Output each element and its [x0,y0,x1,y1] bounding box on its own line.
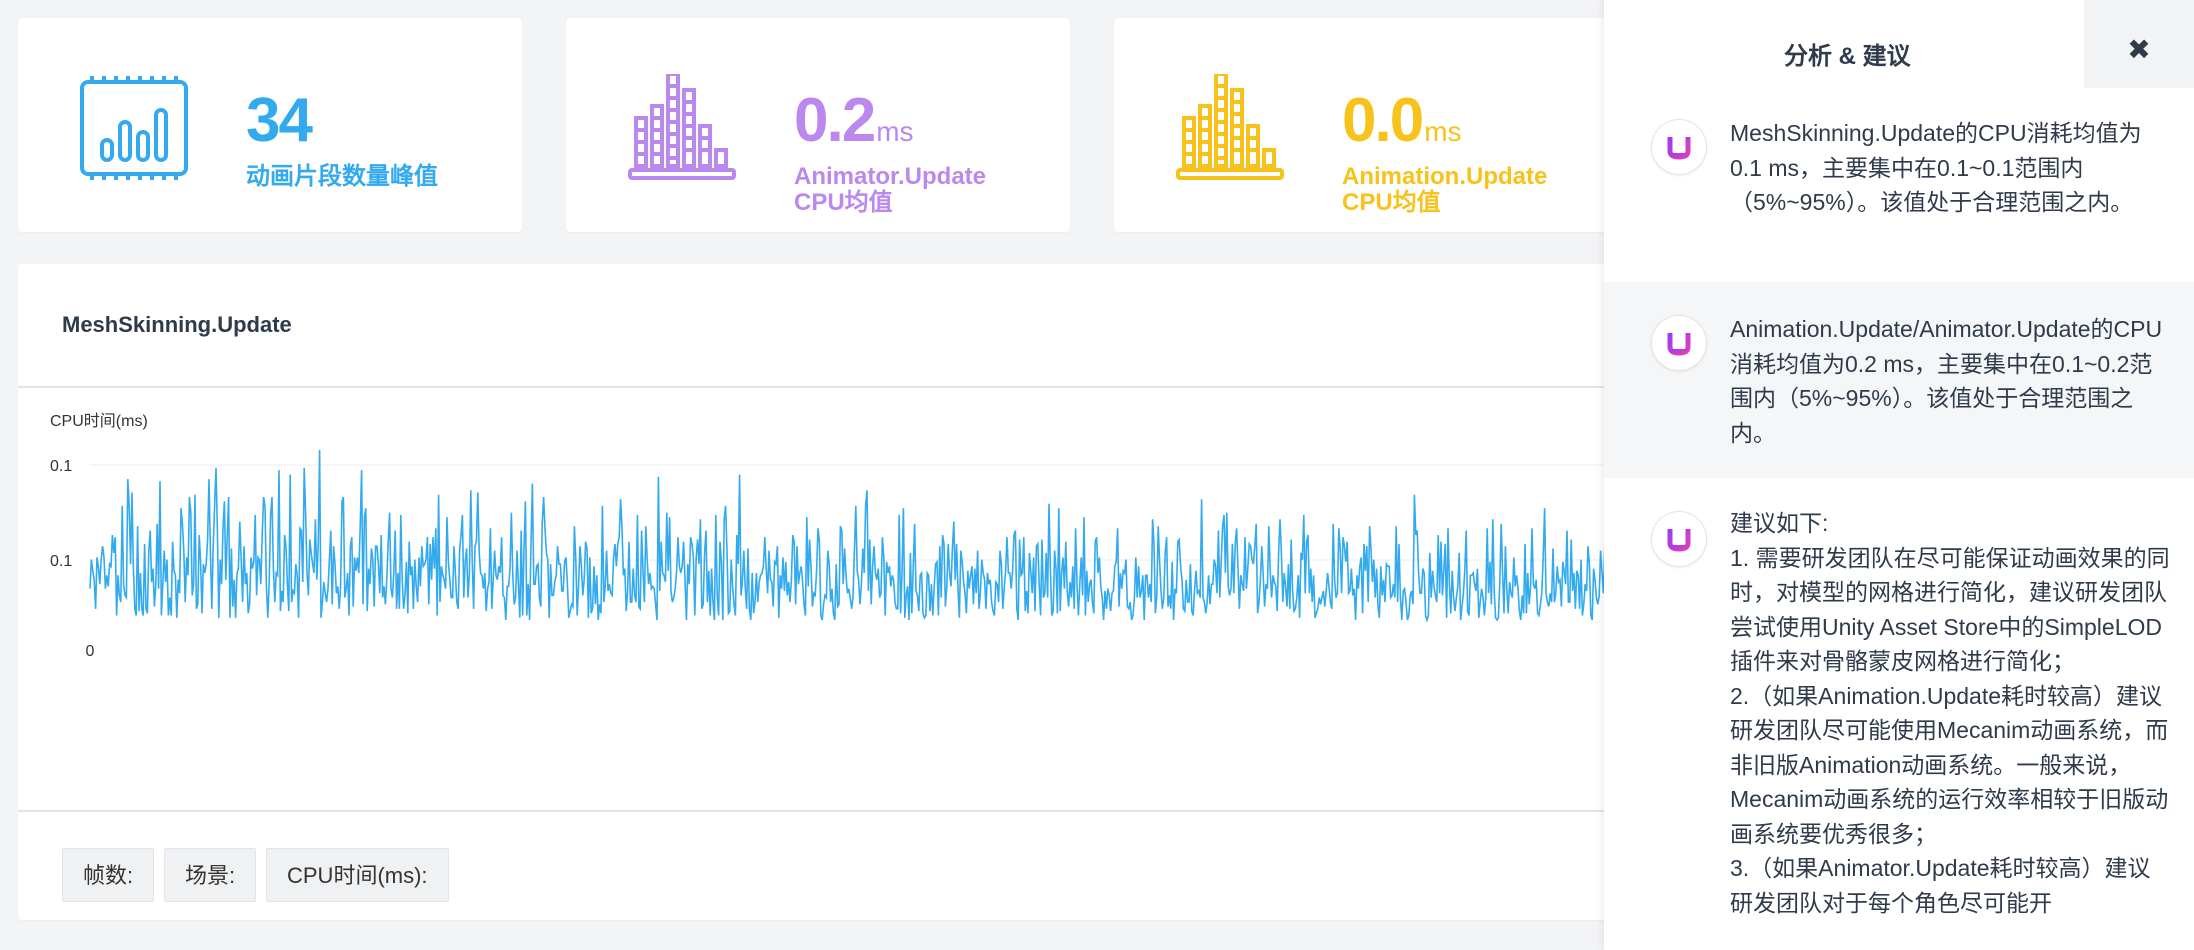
avatar [1652,316,1706,370]
stat-card-animation-update: 0.0ms Animation.Update CPU均值 [1114,18,1618,232]
chart-title: MeshSkinning.Update [62,312,292,337]
uwa-logo-icon [1667,333,1691,356]
histogram-icon [628,74,736,180]
cpu-time-line-chart: CPU时间(ms)0.10.105000 [50,412,1718,660]
message-item: MeshSkinning.Update的CPU消耗均值为0.1 ms，主要集中在… [1604,100,2194,280]
panel-title: 分析 & 建议 [1784,43,1911,70]
message-text: 建议如下: 1. 需要研发团队在尽可能保证动画效果的同时，对模型的网格进行简化，… [1730,510,2170,916]
message-text: Animation.Update/Animator.Update的CPU消耗均值… [1730,316,2163,446]
stat-value: 0.0ms [1342,86,1462,155]
stat-label: Animator.Update CPU均值 [794,163,987,216]
chart-footer: 帧数: 场景: CPU时间(ms): [18,810,1718,922]
stat-label: 动画片段数量峰值 [246,163,438,190]
close-icon: ✖ [2127,34,2151,65]
message-text: MeshSkinning.Update的CPU消耗均值为0.1 ms，主要集中在… [1730,120,2142,215]
message-item: Animation.Update/Animator.Update的CPU消耗均值… [1604,282,2194,478]
x-tick-label: 0 [86,643,95,660]
stat-value: 34 [246,86,313,155]
close-button[interactable]: ✖ [2084,0,2194,88]
y-tick-label: 0.1 [50,553,72,570]
cpu-time-series-line [89,449,1718,623]
stat-value: 0.2ms [794,86,914,155]
panel-header: 分析 & 建议 ✖ [1604,0,2194,100]
scene-tag: 场景: [164,848,257,902]
stat-card-animation-clips: 34 动画片段数量峰值 [18,18,522,232]
cpu-time-tag: CPU时间(ms): [266,848,449,902]
stat-label: Animation.Update CPU均值 [1342,163,1548,216]
frame-count-tag: 帧数: [62,848,155,902]
message-item: 建议如下: 1. 需要研发团队在尽可能保证动画效果的同时，对模型的网格进行简化，… [1604,480,2194,950]
avatar [1652,512,1706,566]
chart-header: MeshSkinning.Update [18,264,1718,388]
bar-chart-chip-icon [80,76,188,180]
stat-card-animator-update: 0.2ms Animator.Update CPU均值 [566,18,1070,232]
y-tick-label: 0.1 [50,458,72,475]
uwa-logo-icon [1667,529,1691,552]
analysis-panel: 分析 & 建议 ✖ MeshSkinning.Update的CPU消耗均值为0.… [1604,0,2194,950]
histogram-icon [1176,74,1284,180]
uwa-logo-icon [1667,137,1691,160]
chart-card: MeshSkinning.Update CPU时间(ms)0.10.105000… [18,264,1718,920]
y-axis-label: CPU时间(ms) [50,412,148,430]
avatar [1652,120,1706,174]
